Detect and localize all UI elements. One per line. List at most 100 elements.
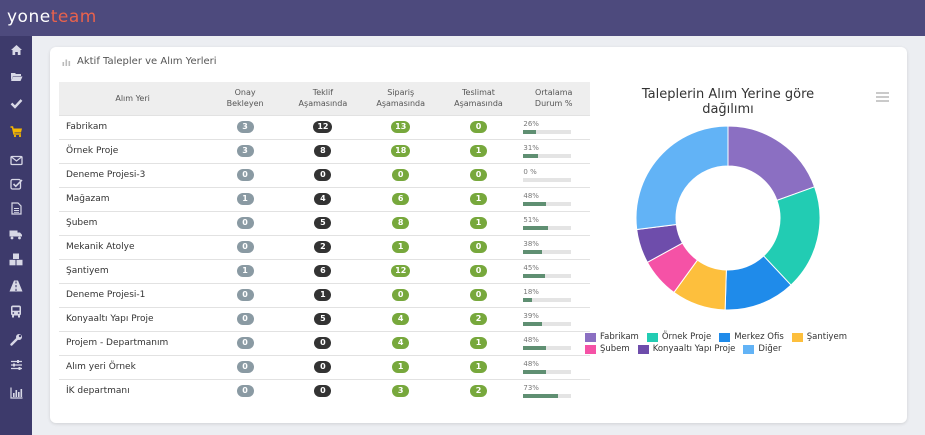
badge-teslimat[interactable]: 0: [469, 121, 487, 133]
badge-teslimat[interactable]: 1: [469, 145, 487, 157]
table-row[interactable]: İK departmanı 0 0 3 2 73%: [59, 378, 590, 403]
table-row[interactable]: Mekanik Atolye 0 2 1 0 38%: [59, 234, 590, 259]
sidebar-item-maintenance[interactable]: [0, 328, 32, 350]
badge-teklif[interactable]: 4: [314, 193, 332, 205]
sidebar-item-vehicles[interactable]: [0, 300, 32, 322]
cell-alim-yeri[interactable]: İK departmanı: [59, 378, 207, 403]
badge-onay[interactable]: 3: [236, 145, 254, 157]
badge-teklif[interactable]: 12: [313, 121, 333, 133]
donut-slice[interactable]: [635, 125, 729, 231]
sidebar-item-approvals[interactable]: [0, 92, 32, 114]
legend-item[interactable]: Örnek Proje: [646, 332, 711, 342]
table-row[interactable]: Alım yeri Örnek 0 0 1 1 48%: [59, 354, 590, 379]
badge-onay[interactable]: 0: [236, 169, 254, 181]
cell-alim-yeri[interactable]: Alım yeri Örnek: [59, 354, 207, 379]
badge-teslimat[interactable]: 0: [469, 289, 487, 301]
cell-alim-yeri[interactable]: Deneme Projesi-1: [59, 282, 207, 307]
sidebar-item-shipping[interactable]: [0, 223, 32, 245]
donut-slice[interactable]: [727, 125, 816, 202]
table-row[interactable]: Deneme Projesi-1 0 1 0 0 18%: [59, 282, 590, 307]
sidebar-item-reports[interactable]: [0, 382, 32, 404]
badge-onay[interactable]: 0: [236, 289, 254, 301]
legend-item[interactable]: Konyaaltı Yapı Proje: [637, 344, 735, 354]
cell-alim-yeri[interactable]: Örnek Proje: [59, 138, 207, 163]
badge-siparis[interactable]: 0: [392, 289, 410, 301]
badge-teklif[interactable]: 5: [314, 313, 332, 325]
sidebar-item-home[interactable]: [0, 39, 32, 61]
table-row[interactable]: Fabrikam 3 12 13 0 26%: [59, 114, 590, 139]
table-row[interactable]: Şubem 0 5 8 1 51%: [59, 210, 590, 235]
badge-teslimat[interactable]: 0: [469, 265, 487, 277]
badge-teslimat[interactable]: 0: [469, 169, 487, 181]
badge-onay[interactable]: 3: [236, 121, 254, 133]
badge-siparis[interactable]: 0: [392, 169, 410, 181]
badge-siparis[interactable]: 8: [392, 217, 410, 229]
badge-onay[interactable]: 0: [236, 241, 254, 253]
badge-siparis[interactable]: 3: [392, 385, 410, 398]
badge-onay[interactable]: 1: [236, 193, 254, 205]
cell-alim-yeri[interactable]: Fabrikam: [59, 114, 207, 139]
sidebar-item-settings[interactable]: [0, 354, 32, 376]
badge-teklif[interactable]: 0: [314, 385, 332, 398]
badge-siparis[interactable]: 1: [392, 241, 410, 253]
legend-item[interactable]: Diğer: [743, 344, 781, 354]
sidebar-item-documents[interactable]: [0, 197, 32, 219]
sidebar-item-purchasing[interactable]: [0, 121, 32, 143]
table-row[interactable]: Deneme Projesi-3 0 0 0 0 0 %: [59, 162, 590, 187]
badge-siparis[interactable]: 12: [391, 265, 411, 277]
sidebar-item-messages[interactable]: [0, 149, 32, 171]
sidebar-item-folders[interactable]: [0, 65, 32, 87]
badge-teslimat[interactable]: 2: [469, 385, 487, 398]
hamburger-menu-icon[interactable]: [876, 92, 889, 102]
cell-alim-yeri[interactable]: Şantiyem: [59, 258, 207, 283]
legend-item[interactable]: Merkez Ofis: [719, 332, 784, 342]
badge-teklif[interactable]: 1: [314, 289, 332, 301]
badge-siparis[interactable]: 4: [392, 313, 410, 325]
cell-alim-yeri[interactable]: Mağazam: [59, 186, 207, 211]
badge-siparis[interactable]: 13: [391, 121, 411, 133]
badge-teklif[interactable]: 6: [314, 265, 332, 277]
progress-fill: [523, 130, 536, 134]
legend-item[interactable]: Şantiyem: [791, 332, 847, 342]
cell-onay: 0: [206, 210, 284, 235]
badge-teslimat[interactable]: 0: [469, 241, 487, 253]
header-teslimat: Teslimat Aşamasında: [440, 82, 518, 115]
badge-teklif[interactable]: 0: [314, 169, 332, 181]
badge-teslimat[interactable]: 1: [469, 337, 487, 349]
badge-siparis[interactable]: 4: [392, 337, 410, 349]
sidebar-item-tasks[interactable]: [0, 173, 32, 195]
legend-item[interactable]: Fabrikam: [585, 332, 639, 342]
table-row[interactable]: Projem - Departmanım 0 0 4 1 48%: [59, 330, 590, 355]
app-logo[interactable]: yoneteam: [7, 7, 97, 27]
table-row[interactable]: Mağazam 1 4 6 1 48%: [59, 186, 590, 211]
badge-siparis[interactable]: 1: [392, 361, 410, 373]
table-row[interactable]: Konyaaltı Yapı Proje 0 5 4 2 39%: [59, 306, 590, 331]
badge-onay[interactable]: 1: [236, 265, 254, 277]
badge-onay[interactable]: 0: [236, 337, 254, 349]
badge-teslimat[interactable]: 2: [469, 313, 487, 325]
badge-teklif[interactable]: 8: [314, 145, 332, 157]
legend-item[interactable]: Şubem: [585, 344, 630, 354]
cell-alim-yeri[interactable]: Şubem: [59, 210, 207, 235]
sidebar-item-inventory[interactable]: [0, 248, 32, 270]
badge-siparis[interactable]: 6: [392, 193, 410, 205]
cell-alim-yeri[interactable]: Konyaaltı Yapı Proje: [59, 306, 207, 331]
cell-alim-yeri[interactable]: Projem - Departmanım: [59, 330, 207, 355]
badge-teslimat[interactable]: 1: [469, 361, 487, 373]
cell-alim-yeri[interactable]: Deneme Projesi-3: [59, 162, 207, 187]
table-row[interactable]: Şantiyem 1 6 12 0 45%: [59, 258, 590, 283]
badge-teklif[interactable]: 0: [314, 337, 332, 349]
badge-onay[interactable]: 0: [236, 217, 254, 229]
badge-siparis[interactable]: 18: [391, 145, 411, 157]
cell-alim-yeri[interactable]: Mekanik Atolye: [59, 234, 207, 259]
badge-teklif[interactable]: 5: [314, 217, 332, 229]
badge-onay[interactable]: 0: [236, 361, 254, 373]
badge-teklif[interactable]: 0: [314, 361, 332, 373]
badge-teklif[interactable]: 2: [314, 241, 332, 253]
badge-onay[interactable]: 0: [236, 385, 254, 398]
badge-onay[interactable]: 0: [236, 313, 254, 325]
badge-teslimat[interactable]: 1: [469, 217, 487, 229]
sidebar-item-routes[interactable]: [0, 275, 32, 297]
table-row[interactable]: Örnek Proje 3 8 18 1 31%: [59, 138, 590, 163]
badge-teslimat[interactable]: 1: [469, 193, 487, 205]
